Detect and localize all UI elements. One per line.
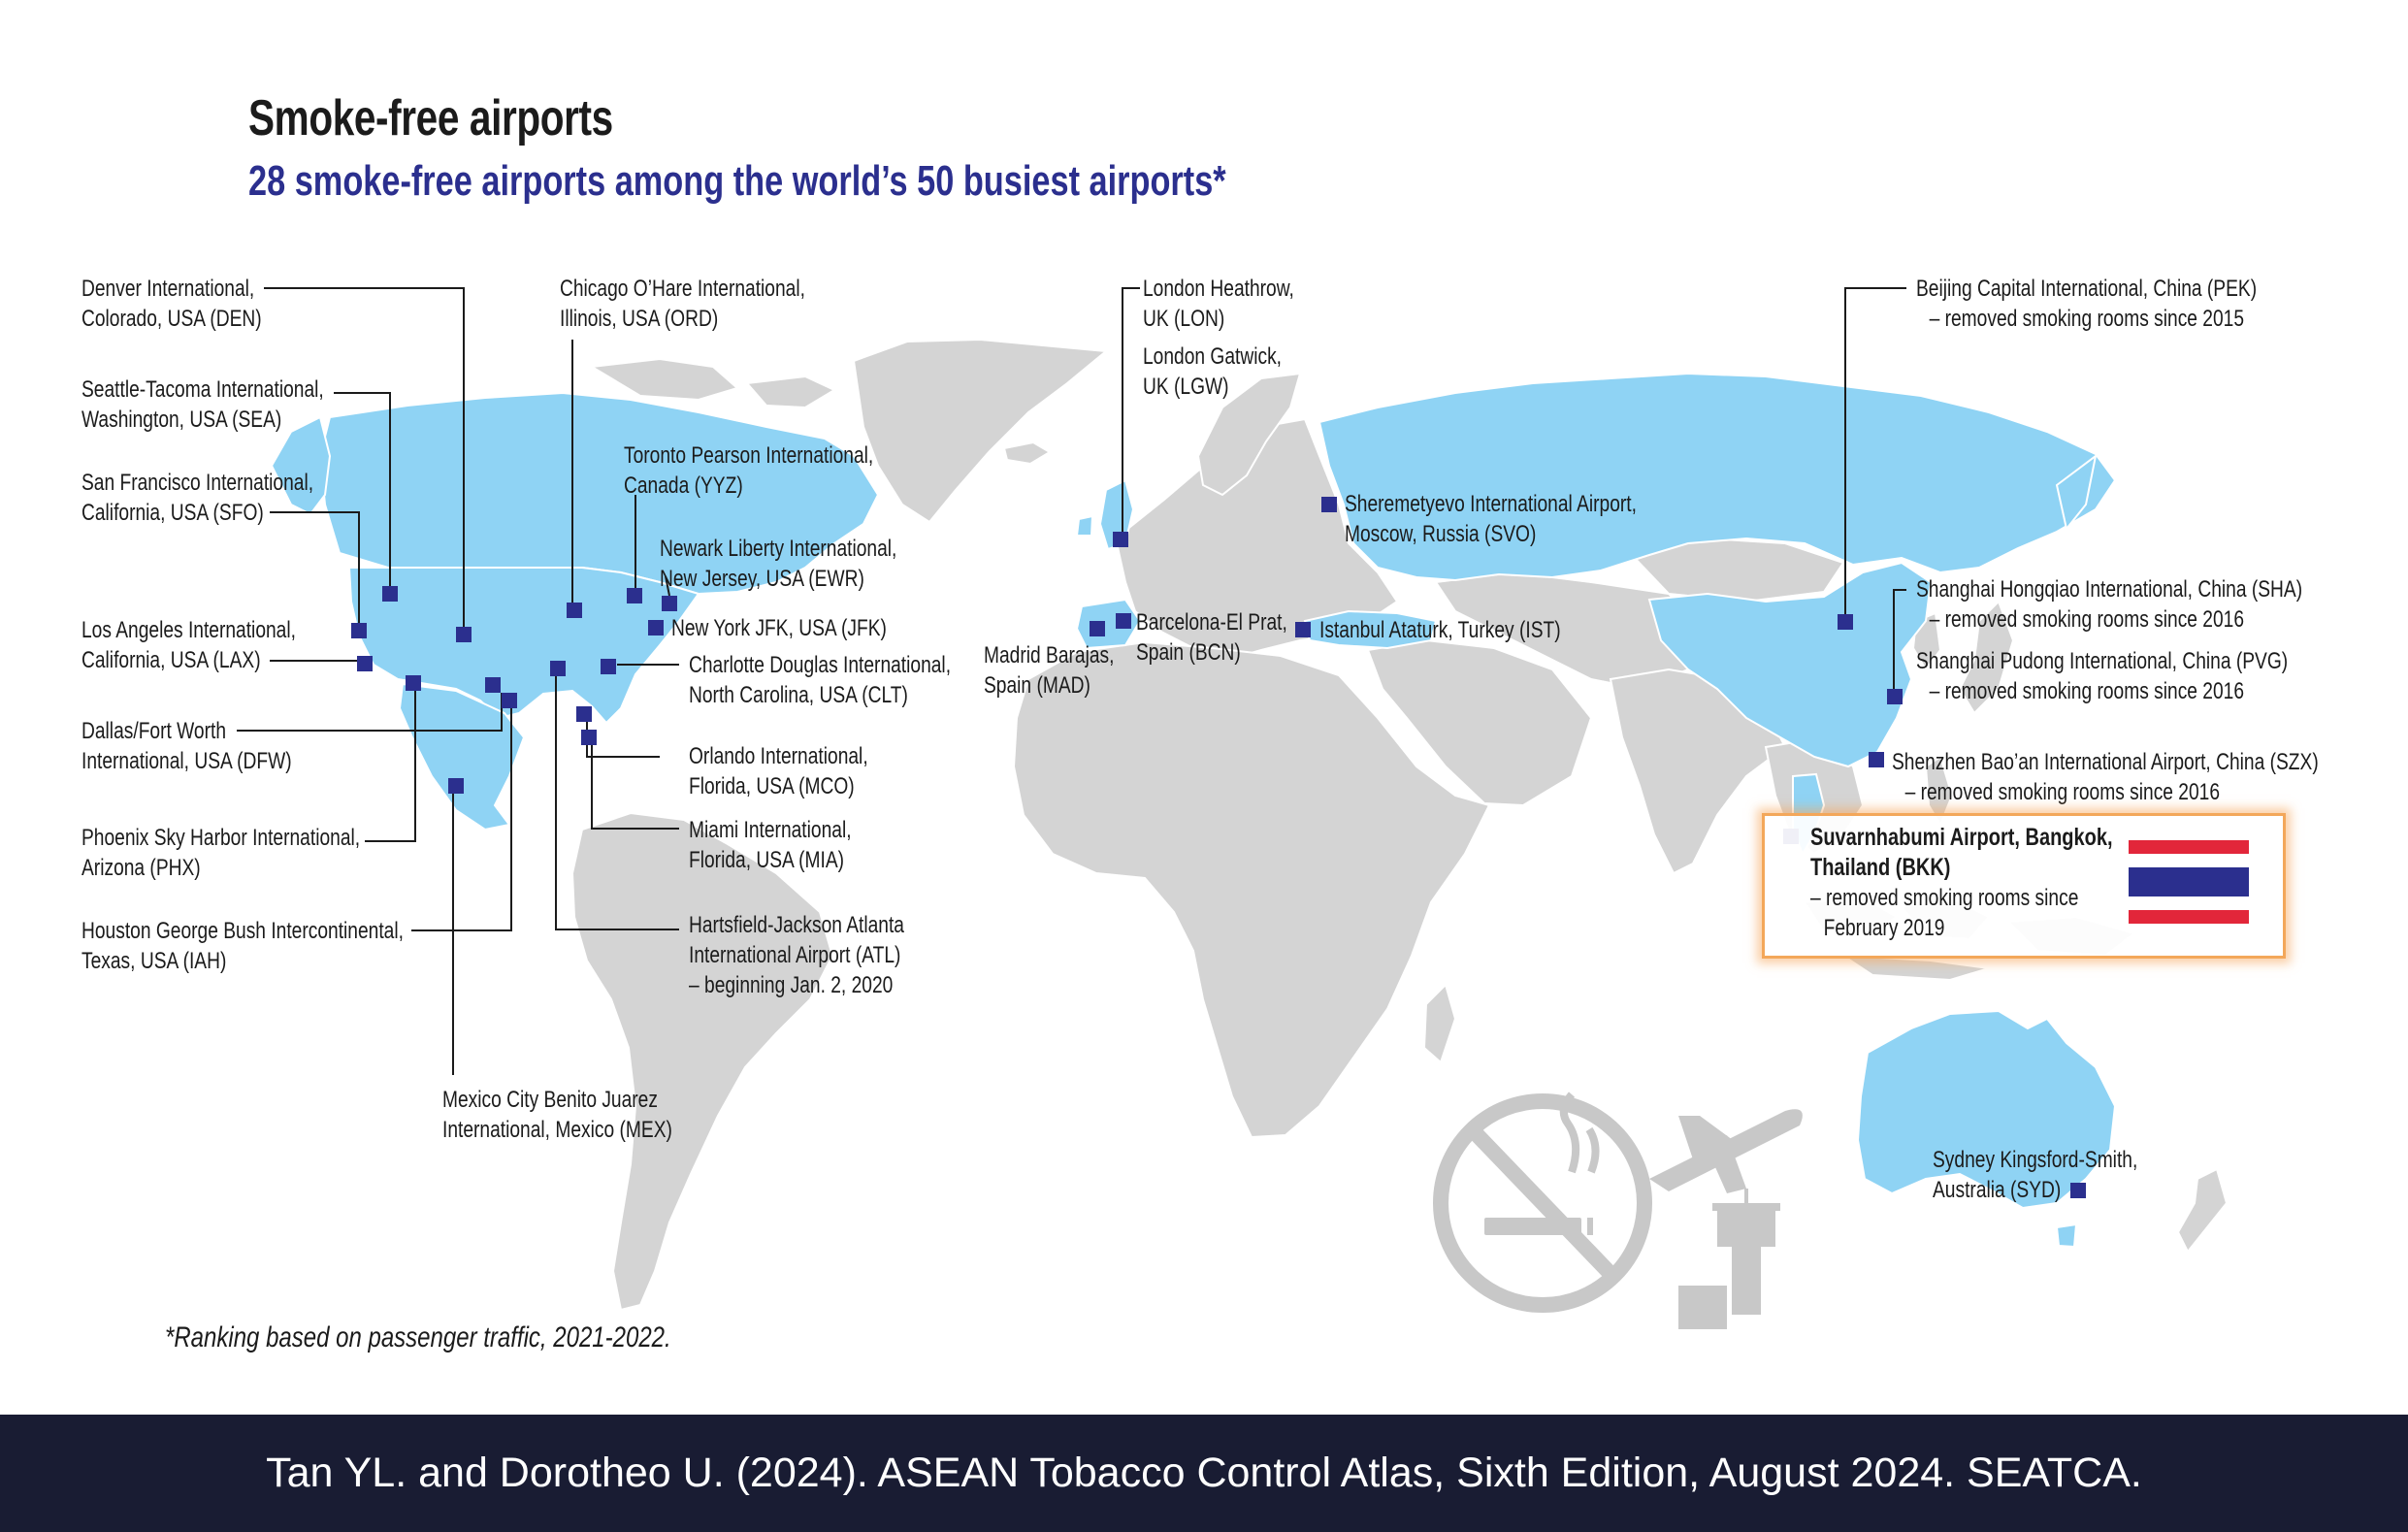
airport-marker-sea xyxy=(382,586,398,602)
leader-line xyxy=(411,708,512,931)
label-dfw: Dallas/Fort Worth International, USA (DFW… xyxy=(81,718,292,774)
map-infographic: Smoke-free airports 28 smoke-free airpor… xyxy=(81,90,2319,1353)
south-america-shape xyxy=(570,811,834,1312)
label-den: Denver International, Colorado, USA (DEN) xyxy=(81,276,262,332)
no-smoking-icon xyxy=(1433,1093,1652,1313)
leader-line xyxy=(1893,589,1906,689)
airport-marker-dfw xyxy=(485,677,501,693)
label-ist: Istanbul Ataturk, Turkey (IST) xyxy=(1319,617,1561,643)
new-zealand-shape xyxy=(2176,1167,2229,1254)
airport-marker-sha xyxy=(1887,689,1903,704)
airport-marker-ewr xyxy=(662,596,677,611)
label-phx: Phoenix Sky Harbor International, Arizona… xyxy=(81,825,361,881)
label-mex: Mexico City Benito Juarez International, … xyxy=(442,1087,672,1143)
label-bcn: Barcelona-El Prat, Spain (BCN) xyxy=(1136,609,1287,666)
arabia-shape xyxy=(1366,638,1593,807)
world-map xyxy=(237,287,2229,1329)
source-citation: Tan YL. and Dorotheo U. (2024). ASEAN To… xyxy=(266,1450,2142,1496)
airport-marker-mex xyxy=(448,778,464,794)
label-ord: Chicago O’Hare International, Illinois, U… xyxy=(560,276,805,332)
label-atl: Hartsfield-Jackson Atlanta International … xyxy=(689,912,904,998)
leader-line xyxy=(264,287,465,627)
label-lax: Los Angeles International, California, US… xyxy=(81,617,296,673)
bkk-highlight-box xyxy=(1762,813,2286,959)
page-subtitle: 28 smoke-free airports among the world’s… xyxy=(248,157,1226,205)
airport-marker-svo xyxy=(1321,497,1337,512)
label-bkk: Suvarnhabumi Airport, Bangkok, Thailand … xyxy=(1810,824,2113,941)
label-ewr: Newark Liberty International, New Jersey,… xyxy=(660,536,897,592)
leader-line xyxy=(665,575,670,597)
label-svo: Sheremetyevo International Airport, Mosco… xyxy=(1345,491,1637,547)
airport-marker-ord xyxy=(567,603,582,618)
airport-marker-iah xyxy=(502,693,517,708)
japan-shape xyxy=(1958,600,2015,715)
leader-line xyxy=(586,722,660,758)
page-title: Smoke-free airports xyxy=(248,90,613,147)
label-yyz: Toronto Pearson International, Canada (YY… xyxy=(624,442,874,499)
airport-marker-ist xyxy=(1295,622,1311,637)
australia-shape xyxy=(1856,1009,2117,1210)
leader-line xyxy=(334,392,391,586)
airport-marker-syd xyxy=(2070,1183,2086,1198)
label-clt: Charlotte Douglas International, North Ca… xyxy=(689,652,952,708)
airplane-icon xyxy=(1649,1109,1803,1193)
airport-marker-mad xyxy=(1090,621,1105,636)
africa-shape xyxy=(1012,640,1491,1139)
label-mia: Miami International, Florida, USA (MIA) xyxy=(689,817,852,873)
label-mad: Madrid Barajas, Spain (MAD) xyxy=(984,642,1115,699)
leader-line xyxy=(555,676,679,930)
label-sfo: San Francisco International, California, … xyxy=(81,470,314,526)
airport-marker-clt xyxy=(601,659,616,674)
airport-marker-phx xyxy=(406,675,421,691)
leader-line xyxy=(1844,287,1906,614)
arctic-islands-shape xyxy=(588,357,740,402)
airport-marker-atl xyxy=(550,661,566,676)
label-szx: Shenzhen Bao’an International Airport, C… xyxy=(1892,749,2319,805)
airport-marker-jfk xyxy=(648,620,664,636)
airport-marker-mco xyxy=(576,706,592,722)
alaska-shape xyxy=(270,415,332,516)
scandinavia-shape xyxy=(1196,372,1302,497)
leader-line xyxy=(270,511,360,623)
label-pvg: Shanghai Pudong International, China (PV… xyxy=(1916,648,2289,704)
madagascar-shape xyxy=(1422,983,1457,1064)
airport-marker-szx xyxy=(1869,752,1884,767)
airport-marker-lon xyxy=(1113,532,1128,547)
leader-line xyxy=(1122,287,1140,532)
leader-line xyxy=(591,745,679,830)
label-mco: Orlando International, Florida, USA (MCO) xyxy=(689,743,868,799)
source-footer: Tan YL. and Dorotheo U. (2024). ASEAN To… xyxy=(0,1415,2408,1532)
russia-shape xyxy=(1318,372,2117,582)
footnote: *Ranking based on passenger traffic, 202… xyxy=(165,1321,671,1353)
airport-marker-pek xyxy=(1838,614,1853,630)
airport-marker-den xyxy=(456,627,472,642)
mexico-shape xyxy=(398,682,526,831)
label-sha: Shanghai Hongqiao International, China (… xyxy=(1916,576,2303,633)
thailand-flag-icon xyxy=(2129,840,2249,924)
airport-marker-bcn xyxy=(1116,613,1131,629)
airport-marker-yyz xyxy=(627,588,642,603)
china-shape xyxy=(1647,561,1933,768)
iceland-shape xyxy=(1002,440,1052,466)
usa-shape xyxy=(347,567,700,725)
label-iah: Houston George Bush Intercontinental, Tex… xyxy=(81,918,404,974)
label-sea: Seattle-Tacoma International, Washington,… xyxy=(81,376,324,433)
airport-marker-sfo xyxy=(351,623,367,638)
airport-marker-lax xyxy=(357,656,373,671)
label-pek: Beijing Capital International, China (PE… xyxy=(1916,276,2258,332)
label-jfk: New York JFK, USA (JFK) xyxy=(671,615,887,641)
greenland-shape xyxy=(852,338,1109,524)
label-lon: London Heathrow, UK (LON) xyxy=(1143,276,1294,332)
leader-line xyxy=(365,691,416,842)
control-tower-icon xyxy=(1678,1189,1780,1329)
turkey-shape xyxy=(1303,609,1438,650)
label-syd: Sydney Kingsford-Smith, Australia (SYD) xyxy=(1933,1147,2138,1203)
airport-marker-mia xyxy=(581,730,597,745)
label-lgw: London Gatwick, UK (LGW) xyxy=(1143,343,1283,400)
